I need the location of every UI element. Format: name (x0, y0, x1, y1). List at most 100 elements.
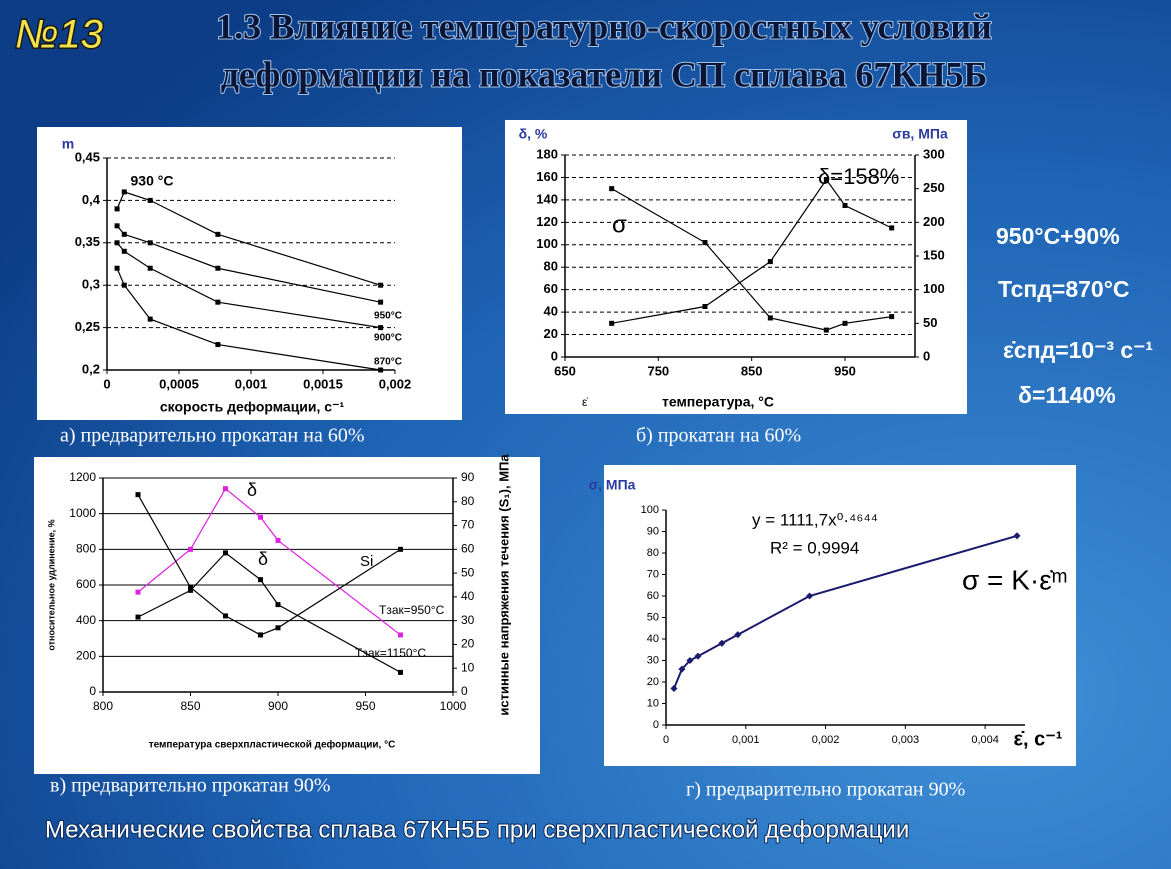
y-tick-label: 0 (653, 719, 659, 731)
y2-tick-label: 80 (461, 494, 475, 508)
x-axis-label: температура сверхпластической деформации… (149, 739, 396, 751)
annotation: Tзак=1150°С (355, 646, 426, 660)
data-point (378, 282, 384, 288)
y-tick-label: 200 (76, 649, 96, 663)
data-point (398, 632, 403, 638)
data-point (188, 587, 193, 593)
y-tick-label: 400 (76, 613, 96, 627)
y-tick-label: 50 (647, 611, 659, 623)
x-tick-label: 900 (268, 699, 288, 713)
x-tick-label: 0 (103, 376, 110, 391)
chart-caption: а) предварительно прокатан на 60% (60, 425, 365, 447)
data-point (215, 342, 221, 348)
annotation: σ = K·ε̇ᵐ (962, 564, 1068, 595)
x-axis-label: ε̇, c⁻¹ (1014, 728, 1063, 750)
data-point (114, 223, 120, 229)
data-point (767, 259, 773, 265)
x-tick-label: 950 (355, 699, 375, 713)
chart-caption: г) предварительно прокатан 90% (686, 779, 965, 801)
chart-panel (34, 457, 540, 774)
annotation: y = 1111,7x⁰·⁴⁶⁴⁴ (752, 510, 878, 529)
data-point (135, 492, 141, 498)
data-point (114, 265, 120, 271)
data-point (1013, 532, 1021, 540)
y-tick-label: 0,2 (82, 361, 100, 376)
y-tick-label: 40 (647, 633, 659, 645)
annotation: Tзак=950°С (379, 603, 445, 617)
y-tick-label: 10 (647, 697, 659, 709)
x-tick-label: 0,002 (812, 734, 840, 746)
chart-panel (604, 465, 1076, 766)
data-point (121, 248, 127, 254)
x-tick-label: 0,0015 (303, 376, 343, 391)
x-tick-label: 0,001 (732, 734, 760, 746)
data-point (718, 639, 726, 647)
note: δ=1140% (1018, 382, 1116, 408)
y-tick-label: 120 (536, 214, 558, 229)
y2-tick-label: 50 (923, 315, 937, 330)
y2-tick-label: 0 (923, 348, 930, 363)
y2-tick-label: 50 (461, 565, 475, 579)
x-tick-label: 650 (554, 363, 576, 378)
data-point (135, 614, 141, 620)
y2-tick-label: 30 (461, 613, 475, 627)
data-point (823, 177, 829, 183)
x-tick-label: 0,004 (971, 734, 999, 746)
data-point (121, 231, 127, 237)
data-point (806, 592, 814, 600)
data-point (135, 589, 141, 595)
y2-tick-label: 60 (461, 542, 475, 556)
data-point (823, 327, 829, 333)
y2-tick-label: 300 (923, 146, 945, 161)
y-tick-label: 40 (544, 304, 558, 319)
data-point (609, 320, 615, 326)
data-point (121, 189, 127, 195)
data-point (842, 320, 848, 326)
y-tick-label: 0,35 (75, 234, 100, 249)
y-tick-label: 0 (551, 348, 558, 363)
y2-tick-label: 250 (923, 180, 945, 195)
x-tick-label: 0,003 (892, 734, 920, 746)
x-tick-label: 800 (93, 699, 113, 713)
data-point (670, 684, 678, 692)
y2-axis-label: истинные напряжения течения (S₁), МПа (496, 454, 511, 716)
series-label: 900°С (374, 333, 402, 344)
y2-tick-label: 10 (461, 660, 475, 674)
data-point (121, 282, 127, 288)
y-tick-label: 600 (76, 577, 96, 591)
data-point (275, 537, 281, 543)
series-label: 930 °С (131, 173, 174, 189)
x-tick-label: 850 (741, 363, 763, 378)
data-point (767, 315, 773, 321)
y2-axis-label: σв, МПа (892, 126, 948, 142)
annotation: σ (612, 211, 627, 238)
x-tick-label: 950 (834, 363, 856, 378)
y-tick-label: 140 (536, 191, 558, 206)
y2-tick-label: 150 (923, 247, 945, 262)
x-tick-label: 1000 (440, 699, 467, 713)
y-tick-label: 1000 (69, 506, 96, 520)
data-point (215, 265, 221, 271)
y-tick-label: 0 (89, 684, 96, 698)
data-point (215, 231, 221, 237)
y-tick-label: 1200 (69, 470, 96, 484)
annotation: R² = 0,9994 (770, 538, 859, 557)
y-tick-label: 0,4 (82, 192, 101, 207)
data-point (223, 613, 228, 619)
y-tick-label: 0,25 (75, 319, 100, 334)
y2-tick-label: 0 (461, 684, 468, 698)
series-label: 870°С (374, 357, 402, 368)
data-point (147, 197, 153, 203)
y-tick-label: 90 (647, 525, 659, 537)
data-point (258, 514, 263, 520)
y-tick-label: 80 (647, 547, 659, 559)
data-point (258, 632, 263, 638)
y-tick-label: 30 (647, 654, 659, 666)
y-tick-label: 60 (544, 281, 558, 296)
data-point (889, 314, 895, 320)
note: ε̇спд=10⁻³ с⁻¹ (1003, 337, 1153, 363)
data-point (694, 652, 702, 660)
x-axis-label: температура, °С (662, 394, 774, 410)
annotation: Si (360, 553, 373, 570)
